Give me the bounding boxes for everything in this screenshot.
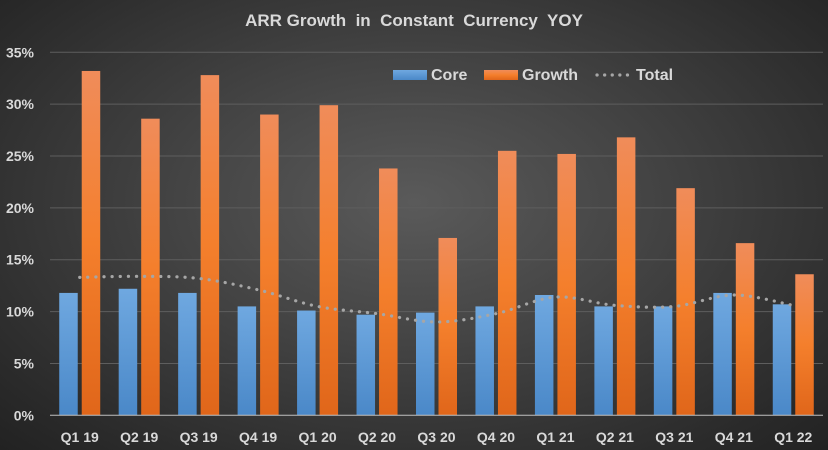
legend: Core Growth Total <box>393 67 673 84</box>
y-tick-label: 10% <box>6 304 35 320</box>
bar-growth-q3-20 <box>438 237 457 416</box>
x-tick-label: Q2 21 <box>596 429 634 445</box>
bar-core-q1-22 <box>772 304 792 416</box>
bar-growth-q4-19 <box>260 114 279 416</box>
y-tick-label: 5% <box>14 355 35 371</box>
y-axis-ticks: 0% 5% 10% 15% 20% 25% 30% 35% <box>6 44 35 423</box>
bar-core-q2-21 <box>594 306 613 416</box>
y-tick-label: 15% <box>6 252 35 268</box>
bar-growth-q2-20 <box>379 168 398 416</box>
bar-growth-q4-21 <box>735 243 755 416</box>
x-tick-label: Q2 20 <box>358 429 396 445</box>
y-tick-label: 35% <box>6 44 35 60</box>
bar-growth-q1-22 <box>795 274 814 416</box>
chart-title: ARR Growth in Constant Currency YOY <box>245 11 583 30</box>
bar-core-q1-19 <box>59 292 78 416</box>
bar-growth-q1-19 <box>81 70 101 416</box>
x-axis-ticks: Q1 19 Q2 19 Q3 19 Q4 19 Q1 20 Q2 20 Q3 20 Q4 20… <box>61 429 813 445</box>
x-tick-label: Q3 21 <box>655 429 693 445</box>
bars <box>59 70 814 416</box>
bar-growth-q2-21 <box>616 137 636 416</box>
legend-label-core: Core <box>431 67 468 84</box>
x-tick-label: Q1 22 <box>774 429 812 445</box>
bar-core-q2-19 <box>118 288 138 416</box>
legend-swatch-growth <box>484 70 518 80</box>
bar-growth-q1-20 <box>319 105 339 416</box>
bar-growth-q3-19 <box>200 75 220 416</box>
bar-growth-q2-19 <box>141 118 160 416</box>
bar-core-q4-19 <box>237 306 257 416</box>
legend-label-growth: Growth <box>522 67 578 84</box>
x-tick-label: Q4 21 <box>715 429 753 445</box>
bar-core-q3-19 <box>178 292 197 416</box>
bar-core-q3-20 <box>416 312 435 416</box>
x-tick-label: Q1 21 <box>536 429 574 445</box>
bar-core-q4-20 <box>475 306 494 416</box>
bar-core-q1-20 <box>297 310 316 416</box>
x-tick-label: Q1 19 <box>61 429 99 445</box>
gridlines <box>50 51 823 364</box>
x-tick-label: Q2 19 <box>120 429 158 445</box>
bar-core-q3-21 <box>653 306 673 416</box>
x-tick-label: Q3 19 <box>180 429 218 445</box>
x-tick-label: Q4 20 <box>477 429 515 445</box>
bar-core-q1-21 <box>534 294 554 416</box>
bar-growth-q3-21 <box>676 188 695 416</box>
bar-growth-q1-21 <box>557 153 576 416</box>
x-tick-label: Q4 19 <box>239 429 277 445</box>
legend-label-total: Total <box>636 67 673 84</box>
y-tick-label: 25% <box>6 148 35 164</box>
y-tick-label: 30% <box>6 96 35 112</box>
x-tick-label: Q3 20 <box>417 429 455 445</box>
bar-core-q4-21 <box>713 292 732 416</box>
legend-swatch-core <box>393 70 427 80</box>
bar-core-q2-20 <box>356 314 376 416</box>
y-tick-label: 20% <box>6 200 35 216</box>
x-tick-label: Q1 20 <box>299 429 337 445</box>
bar-growth-q4-20 <box>497 150 517 416</box>
y-tick-label: 0% <box>14 407 35 423</box>
